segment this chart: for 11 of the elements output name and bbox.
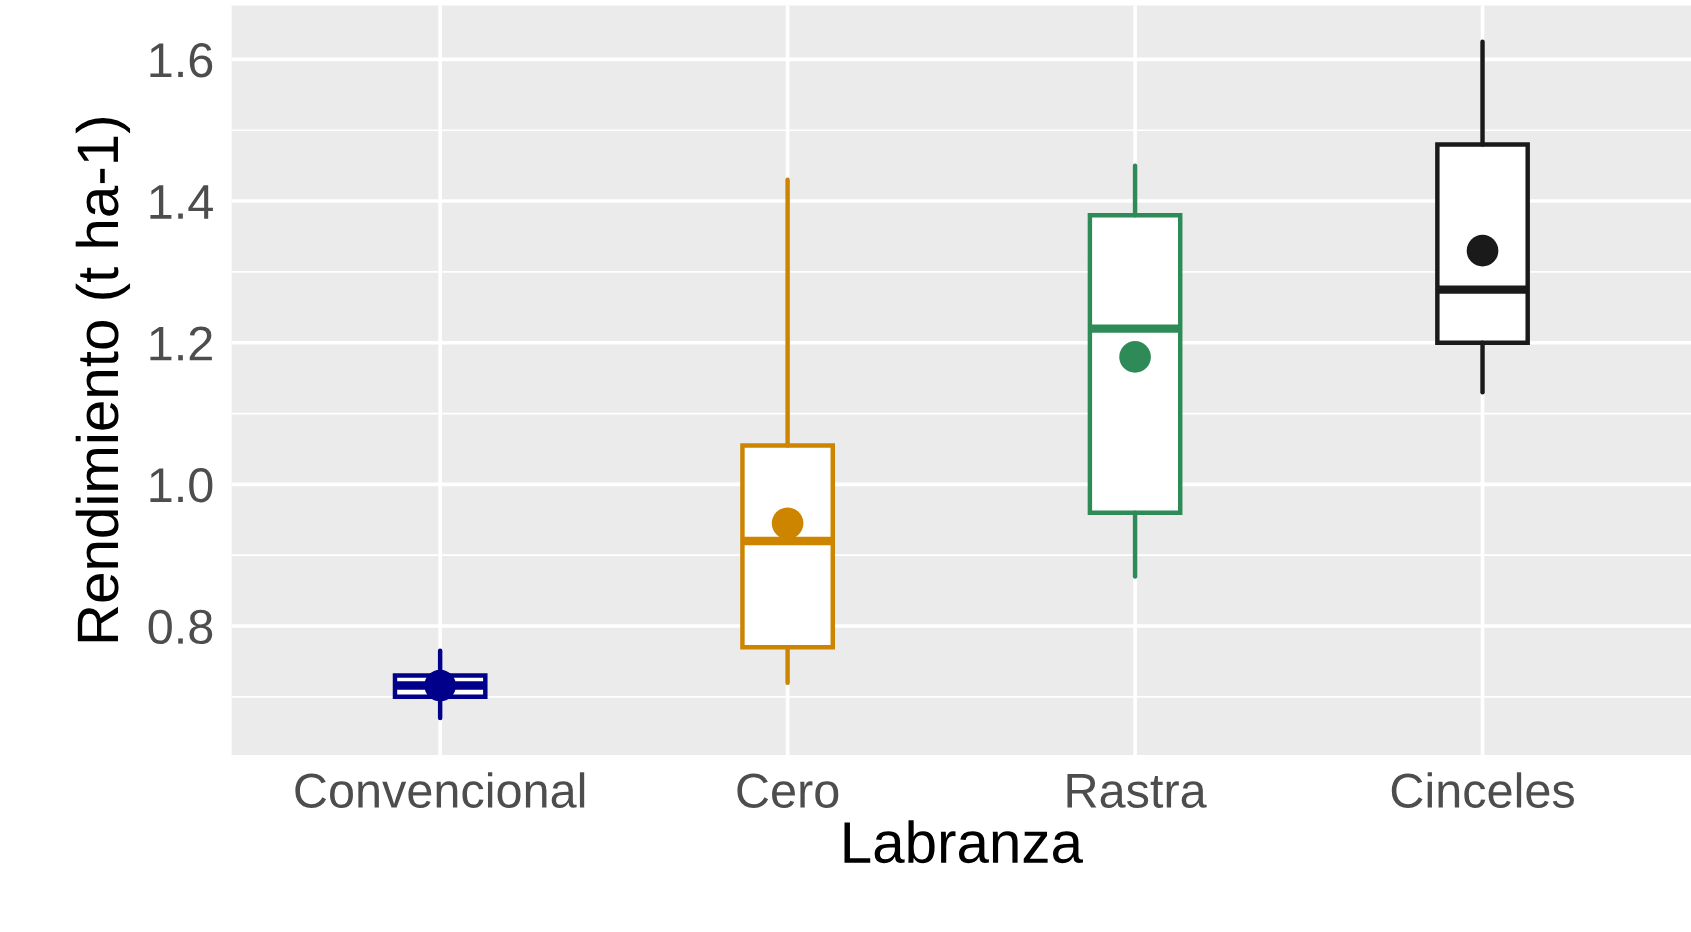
y-tick-label: 1.0 — [150, 468, 213, 503]
x-tick-label: Cero — [737, 773, 839, 808]
y-tick-label: 1.2 — [150, 326, 212, 361]
y-axis-title: Rendimiento (t ha-1) — [75, 118, 131, 642]
x-tick-label: Convencional — [295, 772, 585, 808]
x-tick-label: Cinceles — [1391, 772, 1574, 808]
x-axis-title: Labranza — [844, 820, 1083, 864]
y-tick-label: 1.6 — [150, 43, 213, 78]
x-tick-label: Rastra — [1067, 774, 1207, 808]
y-tick-label: 0.8 — [148, 609, 213, 645]
y-tick-label: 1.4 — [150, 185, 213, 219]
